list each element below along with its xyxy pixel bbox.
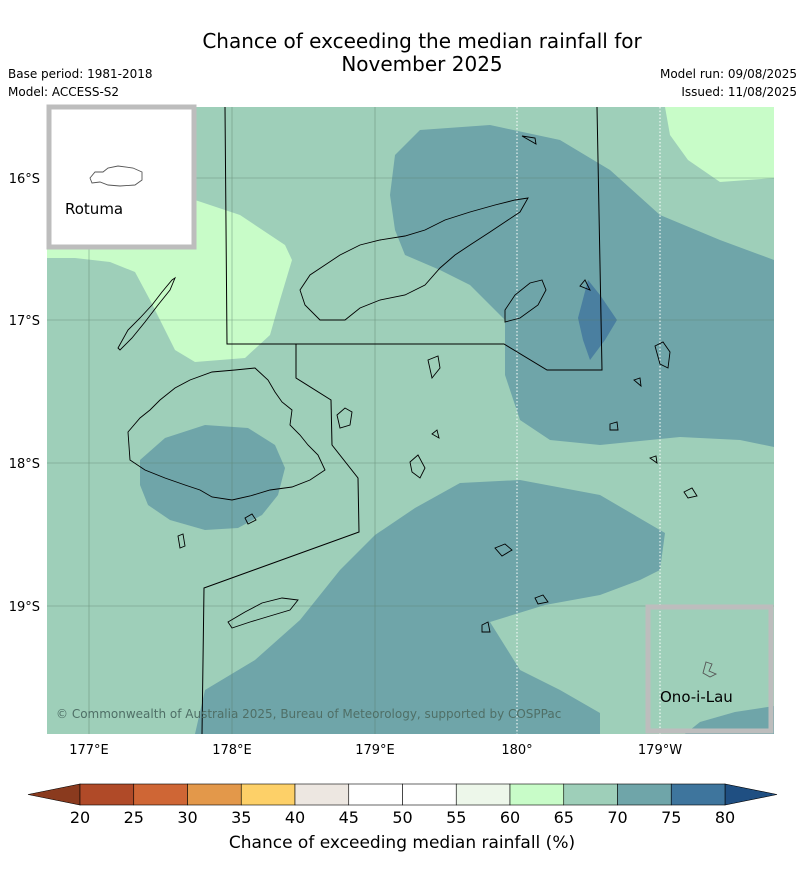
vatulele — [177, 533, 186, 549]
colorbar: 20 25 30 35 40 45 50 55 60 65 70 75 80 — [27, 783, 778, 827]
colorbar-tick-label: 55 — [446, 808, 466, 827]
copyright-text: © Commonwealth of Australia 2025, Bureau… — [56, 707, 561, 721]
lon-labels: 177°E 178°E 179°E 180° 179°W — [69, 743, 682, 758]
lakeba — [654, 341, 671, 369]
colorbar-under-arrow — [27, 783, 81, 806]
lat-label: 19°S — [9, 600, 40, 615]
colorbar-segment — [402, 783, 457, 806]
ono-i-lau-island — [702, 661, 718, 678]
colorbar-tick-label: 20 — [70, 808, 90, 827]
kabara — [683, 487, 698, 499]
lat-label: 16°S — [9, 172, 40, 187]
lat-label: 18°S — [9, 457, 40, 472]
issued-date: Issued: 11/08/2025 — [681, 85, 797, 99]
matuku — [481, 621, 491, 633]
colorbar-segment — [617, 783, 672, 806]
meta-left: Base period: 1981-2018 Model: ACCESS-S2 — [8, 65, 153, 101]
inset-rotuma — [46, 104, 197, 250]
mago — [633, 377, 642, 388]
colorbar-tick-label: 80 — [715, 808, 735, 827]
meta-right: Model run: 09/08/2025 Issued: 11/08/2025 — [660, 65, 797, 101]
lon-label: 178°E — [212, 743, 252, 758]
band-70-75-south — [195, 480, 665, 734]
title-line-2: November 2025 — [341, 52, 503, 76]
colorbar-segment — [240, 783, 296, 806]
lat-labels: 16°S 17°S 18°S 19°S — [9, 172, 40, 615]
band-70-75-se — [685, 706, 774, 734]
colorbar-tick-label: 30 — [177, 808, 197, 827]
ovalau — [336, 407, 353, 429]
viti-levu — [127, 367, 326, 501]
colorbar-tick-label: 70 — [607, 808, 627, 827]
colorbar-segment — [133, 783, 188, 806]
chart-title: Chance of exceeding the median rainfall … — [0, 30, 804, 76]
totoya — [534, 594, 549, 605]
beqa — [244, 513, 257, 525]
nairai — [431, 429, 440, 439]
base-period: Base period: 1981-2018 — [8, 67, 153, 81]
band-70-75-ne — [390, 125, 774, 447]
rotuma-island — [89, 165, 143, 187]
colorbar-tick-label: 45 — [339, 808, 359, 827]
lon-label: 179°W — [638, 743, 682, 758]
nayau — [649, 455, 658, 464]
inset-ono-i-lau-label: Ono-i-Lau — [660, 688, 733, 706]
cicia — [609, 421, 619, 431]
taveuni — [504, 279, 547, 323]
colorbar-segment — [294, 783, 350, 806]
yasawa-islands — [117, 276, 176, 351]
title-line-1: Chance of exceeding the median rainfall … — [202, 29, 642, 53]
colorbar-tick-label: 35 — [231, 808, 251, 827]
model-name: Model: ACCESS-S2 — [8, 85, 120, 99]
eez-boundaries — [201, 107, 603, 734]
koro-island — [427, 355, 441, 380]
model-run: Model run: 09/08/2025 — [659, 67, 797, 81]
colorbar-tick-label: 60 — [500, 808, 520, 827]
colorbar-tick-label: 65 — [554, 808, 574, 827]
colorbar-segment — [455, 783, 511, 806]
lon-label: 177°E — [69, 743, 109, 758]
colorbar-tick-label: 25 — [124, 808, 144, 827]
colorbar-segment — [670, 783, 726, 806]
lon-label: 179°E — [355, 743, 395, 758]
kadavu — [227, 597, 299, 629]
colorbar-segment — [509, 783, 565, 806]
colorbar-tick-label: 50 — [392, 808, 412, 827]
gau — [409, 454, 426, 479]
fiji-islands — [117, 135, 698, 633]
rabi — [521, 135, 537, 145]
inset-ono-i-lau — [645, 604, 774, 734]
lon-label: 180° — [501, 743, 532, 758]
colorbar-segment — [187, 783, 242, 806]
colorbar-segment — [79, 783, 135, 806]
vanua-levu — [299, 197, 529, 321]
inset-rotuma-label: Rotuma — [65, 200, 123, 218]
colorbar-label: Chance of exceeding median rainfall (%) — [228, 833, 576, 853]
lat-label: 17°S — [9, 314, 40, 329]
colorbar-over-arrow — [724, 783, 778, 806]
band-70-75-west — [140, 425, 285, 530]
colorbar-segment — [348, 783, 403, 806]
colorbar-tick-label: 40 — [285, 808, 305, 827]
dateline-gridlines — [516, 107, 661, 734]
band-60-65-ne — [665, 107, 774, 182]
colorbar-tick-label: 75 — [661, 808, 681, 827]
colorbar-segment — [563, 783, 618, 806]
moala — [494, 543, 513, 557]
vanua-balavu — [579, 279, 591, 291]
